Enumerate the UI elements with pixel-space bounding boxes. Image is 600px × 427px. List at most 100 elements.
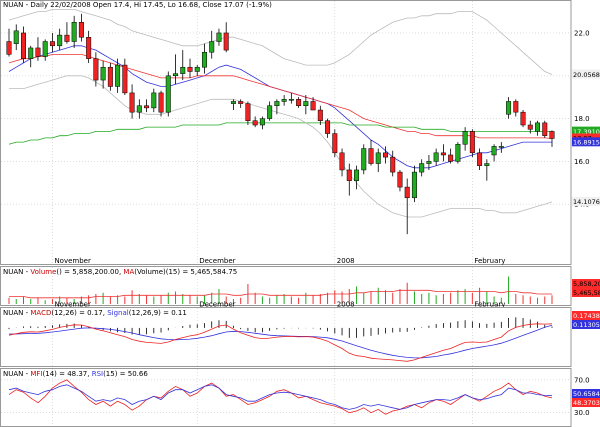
candle-body-35 bbox=[259, 118, 265, 126]
candle-body-36 bbox=[267, 105, 273, 119]
macd-title-part-1: MACD bbox=[30, 309, 51, 317]
candle-body-42 bbox=[310, 101, 316, 111]
rsi-line bbox=[8, 384, 553, 410]
volume-right-label-0: 5,858,200 bbox=[573, 280, 600, 288]
candle-body-29 bbox=[216, 32, 222, 42]
volume-right-label-0-bg bbox=[572, 279, 600, 288]
candle-body-68 bbox=[498, 146, 504, 148]
price-title: NUAN - Daily 22/02/2008 Open 17.4, Hi 17… bbox=[3, 1, 272, 9]
price-right-label-0-bg bbox=[572, 69, 600, 79]
candle-body-0 bbox=[6, 41, 12, 55]
candle-body-41 bbox=[303, 101, 309, 106]
candle-body-51 bbox=[375, 152, 381, 164]
mfi-line bbox=[8, 379, 553, 415]
macd-right-label-1: 0.113051 bbox=[573, 321, 600, 329]
price-x-label-0: November bbox=[54, 257, 91, 265]
price-y-tick-2: 18.0 bbox=[574, 115, 590, 123]
candle-body-38 bbox=[281, 99, 287, 102]
candle-body-58 bbox=[426, 161, 432, 164]
candle-body-31 bbox=[230, 101, 236, 104]
candle-body-24 bbox=[180, 66, 186, 74]
volume-right-label-1-bg bbox=[572, 288, 600, 297]
candle-body-48 bbox=[354, 169, 360, 181]
candle-body-47 bbox=[346, 169, 352, 181]
candle-body-18 bbox=[136, 105, 142, 113]
volume-x-label-0: November bbox=[54, 301, 91, 309]
candle-body-4 bbox=[35, 47, 41, 57]
candle-body-34 bbox=[252, 120, 258, 126]
macd-title-part-0: NUAN - bbox=[3, 309, 30, 317]
macd-frame bbox=[0, 307, 572, 367]
candle-body-12 bbox=[93, 58, 99, 81]
macd-line bbox=[8, 323, 553, 362]
candle-body-40 bbox=[296, 99, 302, 106]
candle-body-10 bbox=[78, 22, 84, 38]
price-y-tick-3: 16.0 bbox=[574, 158, 590, 166]
macd-title-part-3: Signal bbox=[107, 309, 129, 317]
candle-body-6 bbox=[49, 41, 55, 47]
mfi-title: NUAN - MFI(14) = 48.37, RSI(15) = 50.66 bbox=[3, 370, 148, 378]
candle-body-27 bbox=[201, 51, 207, 68]
candle-body-64 bbox=[469, 131, 475, 154]
price-y-tick-0: 22.0 bbox=[574, 29, 590, 37]
candle-body-54 bbox=[397, 171, 403, 188]
volume-x-label-3: February bbox=[474, 301, 505, 309]
volume-title-part-3: MA bbox=[123, 268, 134, 276]
candle-body-43 bbox=[317, 109, 323, 121]
macd-title: NUAN - MACD(12,26) = 0.17, Signal(12,26,… bbox=[3, 309, 187, 317]
candle-body-44 bbox=[325, 120, 331, 134]
candle-body-5 bbox=[42, 41, 48, 57]
candle-body-55 bbox=[404, 186, 410, 199]
mfi-right-label-0: 50.6584 bbox=[573, 390, 600, 398]
volume-title-part-2: () = 5,858,200.00, bbox=[56, 268, 123, 276]
volume-x-label-1: December bbox=[199, 301, 235, 309]
price-right-label-1-bg bbox=[572, 126, 600, 136]
mfi-y-tick-1: 30.0 bbox=[574, 409, 590, 417]
price-x-label-2: 2008 bbox=[337, 257, 355, 265]
candle-body-69 bbox=[506, 101, 512, 115]
mfi-right-label-0-bg bbox=[572, 389, 600, 398]
mfi-frame bbox=[0, 368, 572, 427]
mfi-rsi-panel: 70.0 30.0 NUAN - MFI(14) = 48.37, RSI(15) … bbox=[0, 368, 600, 427]
candle-body-15 bbox=[115, 64, 121, 87]
macd-right-label-1-bg bbox=[572, 320, 600, 329]
volume-ma-line bbox=[9, 289, 552, 299]
macd-panel: NUAN - MACD(12,26) = 0.17, Signal(12,26,… bbox=[0, 307, 600, 367]
candle-body-20 bbox=[151, 92, 157, 109]
candle-body-65 bbox=[477, 152, 483, 166]
mfi-right-label-1: 48.3703 bbox=[573, 399, 600, 407]
mfi-title-part-0: NUAN - bbox=[3, 370, 30, 378]
volume-x-label-2: 2008 bbox=[337, 301, 355, 309]
candle-body-26 bbox=[194, 66, 200, 72]
candle-body-16 bbox=[122, 64, 128, 94]
price-right-label-4-bg bbox=[572, 196, 600, 206]
candle-body-21 bbox=[158, 92, 164, 113]
candle-body-66 bbox=[484, 163, 490, 166]
candle-body-59 bbox=[433, 152, 439, 162]
volume-title: NUAN - Volume() = 5,858,200.00, MA(Volum… bbox=[3, 268, 237, 276]
candle-body-71 bbox=[520, 111, 526, 126]
candle-body-7 bbox=[57, 34, 63, 47]
candle-body-49 bbox=[361, 148, 367, 171]
overlay-band-lower bbox=[9, 75, 553, 218]
volume-panel: November December 2008 February NUAN - Volum… bbox=[0, 266, 600, 309]
volume-title-part-4: (Volume)(15) = 5,465,584.75 bbox=[134, 268, 237, 276]
mfi-title-part-3: RSI bbox=[92, 370, 103, 378]
price-right-label-1: 17.3910 bbox=[573, 128, 600, 136]
candle-body-22 bbox=[165, 75, 171, 113]
candle-body-63 bbox=[462, 131, 468, 145]
candle-body-62 bbox=[455, 144, 461, 162]
mfi-title-part-4: (15) = 50.66 bbox=[103, 370, 148, 378]
price-right-label-4: 14.1076 bbox=[573, 198, 600, 206]
volume-title-part-0: NUAN - bbox=[3, 268, 30, 276]
macd-title-part-4: (12,26,9) = 0.11 bbox=[129, 309, 187, 317]
candle-body-56 bbox=[411, 171, 417, 199]
candle-body-14 bbox=[107, 66, 113, 87]
candle-body-32 bbox=[238, 101, 244, 104]
candle-body-60 bbox=[440, 152, 446, 156]
candle-body-3 bbox=[28, 47, 34, 59]
macd-title-part-2: (12,26) = 0.17, bbox=[51, 309, 107, 317]
candle-body-57 bbox=[419, 163, 425, 173]
price-frame bbox=[0, 0, 572, 265]
